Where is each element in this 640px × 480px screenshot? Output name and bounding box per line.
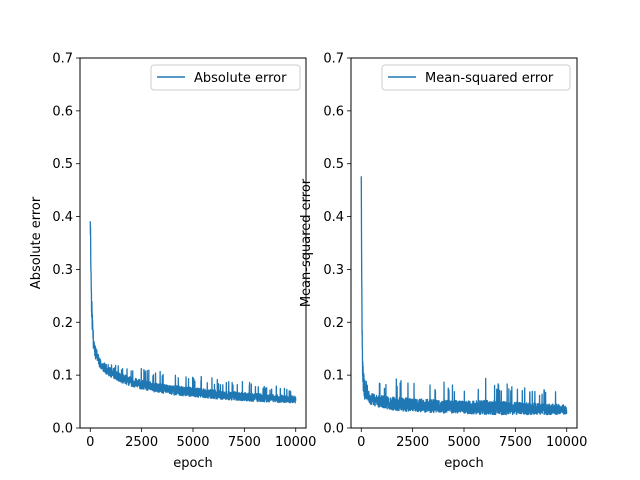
legend-box-1 bbox=[150, 64, 301, 91]
series-line bbox=[89, 221, 297, 404]
series-line bbox=[360, 176, 568, 416]
y-ticks-1: 0.0 0.1 0.2 0.3 0.4 0.5 0.6 0.7 bbox=[52, 52, 80, 437]
plot-area-2 bbox=[360, 176, 568, 416]
x-axis-label-1: epoch bbox=[173, 456, 213, 471]
y-tick-label: 0.1 bbox=[52, 369, 73, 384]
x-tick-label: 0 bbox=[86, 435, 94, 450]
y-axis-label-2: Mean-squared error bbox=[299, 178, 314, 307]
x-tick-label: 0 bbox=[357, 435, 365, 450]
y-tick-label: 0.2 bbox=[52, 316, 73, 331]
legend-box-2 bbox=[381, 64, 571, 91]
y-tick-label: 0.7 bbox=[52, 52, 73, 67]
y-tick-label: 0.5 bbox=[323, 157, 344, 172]
legend-label-2: Mean-squared error bbox=[425, 71, 554, 86]
y-tick-label: 0.0 bbox=[323, 422, 344, 437]
y-tick-label: 0.1 bbox=[323, 369, 344, 384]
x-tick-label: 5000 bbox=[176, 435, 209, 450]
x-tick-label: 7500 bbox=[228, 435, 261, 450]
legend-1: Absolute error bbox=[150, 64, 301, 91]
x-tick-label: 2500 bbox=[396, 435, 429, 450]
y-tick-label: 0.5 bbox=[52, 157, 73, 172]
y-tick-label: 0.2 bbox=[323, 316, 344, 331]
x-tick-label: 10000 bbox=[546, 435, 587, 450]
legend-2: Mean-squared error bbox=[381, 64, 571, 91]
y-tick-label: 0.7 bbox=[323, 52, 344, 67]
subplot-absolute-error: 0 2500 5000 7500 10000 0.0 0.1 0.2 0.3 0.4 0.5 0.6… bbox=[29, 52, 316, 472]
subplot-mean-squared-error: 0 2500 5000 7500 10000 0.0 0.1 0.2 0.3 0.4 0.5 0.6… bbox=[299, 52, 587, 472]
x-tick-label: 7500 bbox=[499, 435, 532, 450]
y-tick-label: 0.4 bbox=[52, 210, 73, 225]
x-tick-label: 2500 bbox=[125, 435, 158, 450]
x-ticks-1: 0 2500 5000 7500 10000 bbox=[86, 428, 316, 450]
x-ticks-2: 0 2500 5000 7500 10000 bbox=[357, 428, 587, 450]
x-tick-label: 10000 bbox=[275, 435, 316, 450]
y-ticks-2: 0.0 0.1 0.2 0.3 0.4 0.5 0.6 0.7 bbox=[323, 52, 351, 437]
y-tick-label: 0.6 bbox=[323, 104, 344, 119]
y-tick-label: 0.4 bbox=[323, 210, 344, 225]
y-axis-label-1: Absolute error bbox=[29, 196, 44, 289]
y-tick-label: 0.3 bbox=[323, 263, 344, 278]
y-tick-label: 0.0 bbox=[52, 422, 73, 437]
y-tick-label: 0.3 bbox=[52, 263, 73, 278]
legend-label-1: Absolute error bbox=[194, 71, 287, 86]
y-tick-label: 0.6 bbox=[52, 104, 73, 119]
x-tick-label: 5000 bbox=[447, 435, 480, 450]
plot-area-1 bbox=[89, 221, 297, 404]
x-axis-label-2: epoch bbox=[444, 456, 484, 471]
